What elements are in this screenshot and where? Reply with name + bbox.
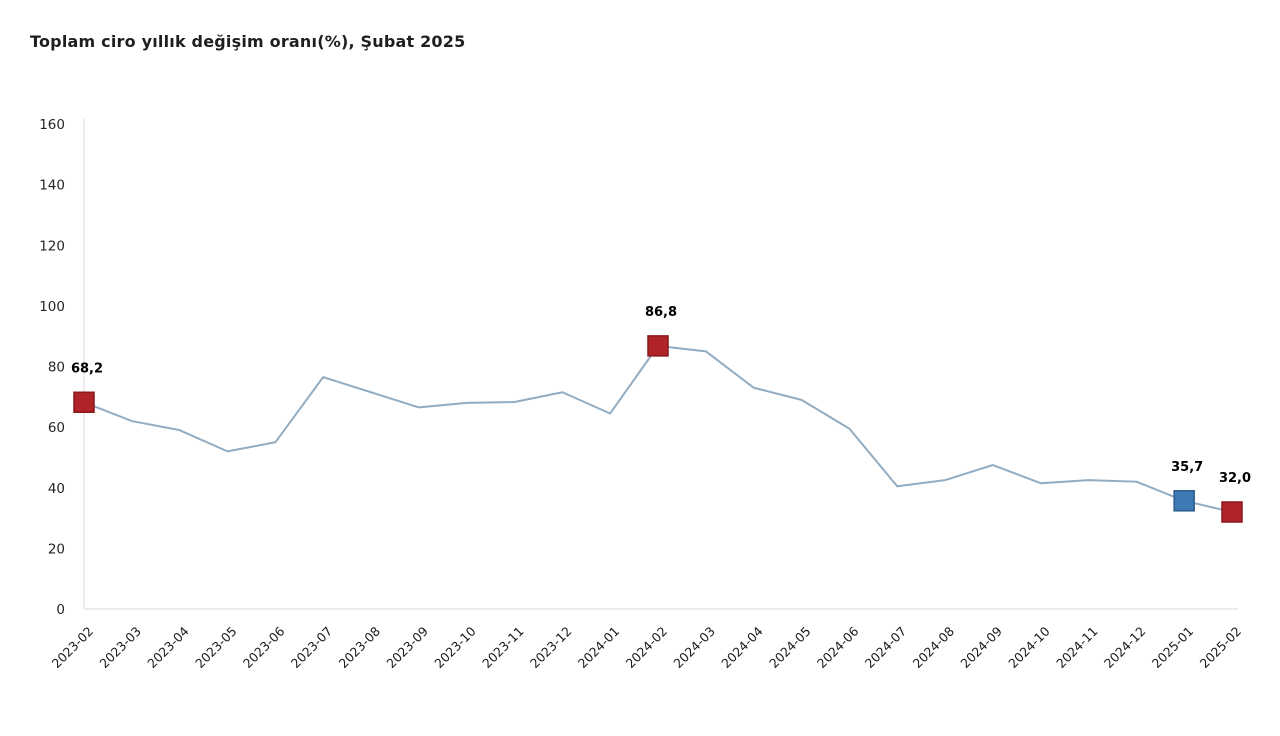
data-label: 68,2 xyxy=(71,361,103,376)
x-axis-tick-label: 2023-04 xyxy=(144,623,192,671)
y-axis-tick-label: 0 xyxy=(56,602,65,618)
data-label: 35,7 xyxy=(1171,460,1203,475)
x-axis-tick-label: 2025-02 xyxy=(1197,624,1245,672)
x-axis-tick-label: 2024-11 xyxy=(1053,624,1101,672)
x-axis-tick-label: 2024-10 xyxy=(1005,623,1053,671)
x-axis-tick-label: 2024-01 xyxy=(575,624,623,672)
x-axis-tick-label: 2023-05 xyxy=(192,624,240,672)
x-axis-tick-label: 2025-01 xyxy=(1149,624,1197,672)
highlight-marker xyxy=(73,391,95,414)
x-axis-tick-label: 2024-05 xyxy=(766,624,814,672)
chart-title: Toplam ciro yıllık değişim oranı(%), Şub… xyxy=(30,32,466,51)
x-axis-tick-label: 2024-03 xyxy=(670,624,718,672)
y-axis-tick-label: 160 xyxy=(39,117,65,133)
x-axis-tick-label: 2024-07 xyxy=(862,624,910,672)
x-axis-tick-label: 2023-11 xyxy=(479,624,527,672)
highlight-marker xyxy=(647,335,669,357)
y-axis-tick-label: 60 xyxy=(48,420,65,436)
x-axis-tick-label: 2023-10 xyxy=(431,623,479,671)
highlight-marker xyxy=(1173,490,1195,512)
x-axis-tick-label: 2024-04 xyxy=(718,623,766,671)
y-axis-tick-label: 40 xyxy=(48,481,65,497)
x-axis-tick-label: 2023-08 xyxy=(336,623,384,671)
x-axis-tick-label: 2023-03 xyxy=(96,624,144,672)
y-axis-tick-label: 80 xyxy=(48,360,65,376)
x-axis-tick-label: 2024-08 xyxy=(910,623,958,671)
y-axis-tick-label: 140 xyxy=(39,178,65,194)
x-axis-tick-label: 2023-02 xyxy=(49,624,97,672)
data-label: 32,0 xyxy=(1219,471,1251,486)
y-axis-tick-label: 20 xyxy=(48,541,65,557)
x-axis-tick-label: 2023-09 xyxy=(383,623,431,671)
y-axis-tick-label: 100 xyxy=(39,299,65,315)
y-axis-tick-label: 120 xyxy=(39,238,65,254)
x-axis-tick-label: 2023-07 xyxy=(288,624,336,672)
highlight-marker xyxy=(1221,501,1243,523)
data-label: 86,8 xyxy=(645,305,677,320)
series-line xyxy=(83,344,1233,513)
x-axis-tick-label: 2024-09 xyxy=(957,623,1005,671)
x-axis-tick-label: 2024-12 xyxy=(1101,624,1149,672)
x-axis-tick-label: 2023-12 xyxy=(527,624,575,672)
x-axis-tick-label: 2023-06 xyxy=(240,623,288,671)
x-axis-tick-label: 2024-06 xyxy=(814,623,862,671)
x-axis-tick-label: 2024-02 xyxy=(623,624,671,672)
